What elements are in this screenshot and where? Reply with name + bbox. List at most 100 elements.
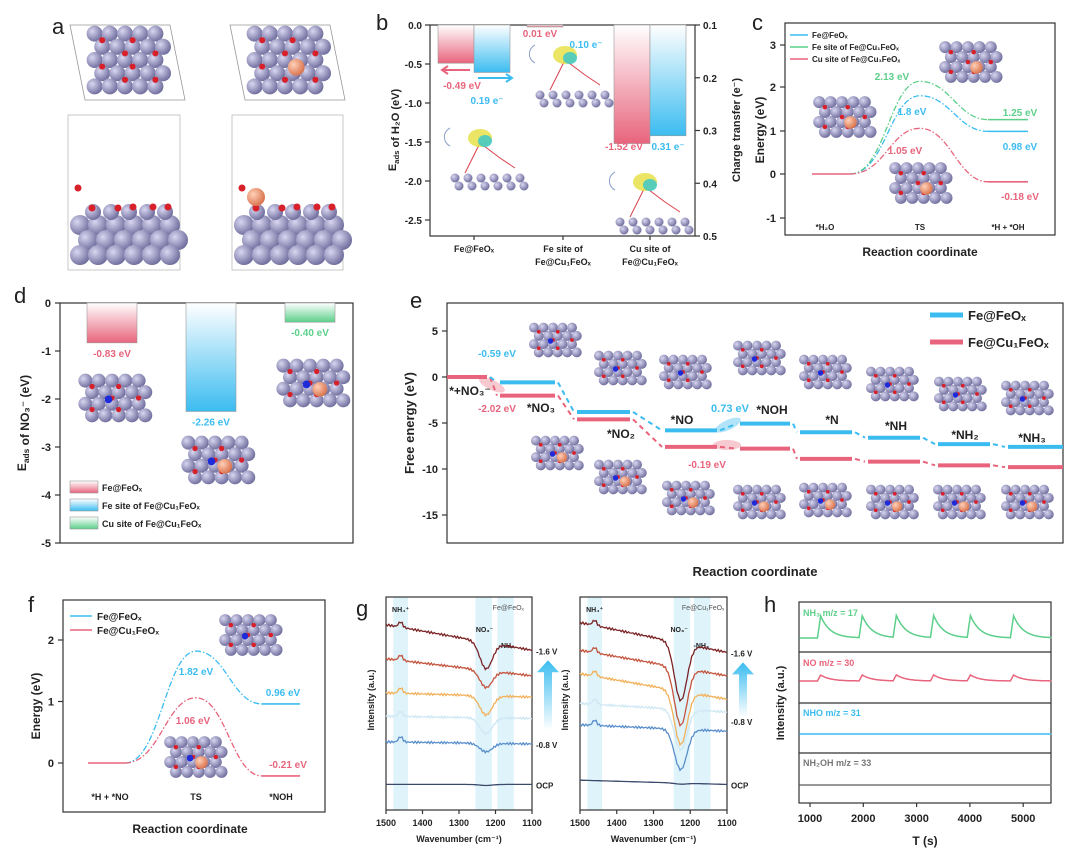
fe-atom (742, 484, 753, 495)
fe-atom (894, 191, 907, 204)
fe-atom (88, 245, 108, 265)
fe-atom (940, 172, 953, 185)
o-atom (988, 59, 994, 65)
fe-atom (934, 393, 944, 404)
fe-atom (697, 371, 707, 382)
fe-atom (775, 348, 786, 359)
fe-atom (837, 354, 847, 365)
fe-atom (109, 65, 126, 82)
o-atom (1008, 491, 1013, 496)
fe-atom (632, 350, 642, 361)
fe-atom (808, 482, 819, 493)
o-atom (948, 69, 954, 75)
fe-atom (1005, 492, 1016, 503)
o-atom (228, 642, 234, 648)
fe-atom (766, 492, 777, 503)
atomic-structure (1001, 380, 1054, 416)
fe-atom (1039, 397, 1049, 408)
fe-atom (939, 60, 952, 73)
fe-atom (822, 507, 833, 518)
n-atom (680, 496, 687, 502)
fe-atom (904, 501, 914, 512)
ir-spectrum-curve (385, 621, 533, 671)
o-atom (948, 49, 954, 55)
ir-spectrum-curve (385, 687, 533, 718)
n-atom (241, 632, 249, 640)
fe-atom (934, 162, 947, 175)
fe-atom (663, 362, 674, 373)
fe-atom (766, 348, 777, 359)
level-connector (792, 448, 798, 460)
y-axis-label: Eads of H₂O (eV) (387, 89, 402, 172)
fe-atom (636, 358, 647, 369)
atomic-structure (529, 322, 582, 358)
fe-atom (864, 106, 877, 119)
o-atom (635, 475, 639, 479)
fe-atom (1029, 397, 1040, 408)
fe-atom (899, 374, 910, 385)
fe-atom (85, 385, 100, 400)
atomic-structure (659, 354, 712, 390)
n-atom (302, 380, 311, 389)
wavenumber-band (393, 597, 408, 810)
fe-atom (598, 358, 609, 369)
fe-atom (971, 501, 981, 512)
cu-atom (891, 501, 903, 512)
transition-highlight (479, 377, 505, 393)
fe-atom (234, 435, 249, 450)
n-atom (207, 457, 216, 466)
fe-atom (967, 384, 978, 395)
charge-density-inset (528, 44, 614, 108)
fe-atom (315, 65, 331, 82)
fe-atom (124, 65, 141, 82)
transition-highlight (715, 417, 741, 433)
fe-atom (990, 51, 1003, 64)
fe-atom (832, 490, 843, 501)
o-atom (845, 104, 850, 110)
cu-atom (217, 458, 233, 474)
fe-atom (214, 470, 229, 485)
fe-atom (975, 492, 986, 503)
energy-profile-path (124, 697, 263, 777)
fe-atom (799, 482, 809, 493)
o-atom (259, 37, 266, 44)
fe-atom (283, 393, 298, 408)
o-atom (873, 373, 878, 378)
fe-atom (261, 78, 278, 95)
fe-atom (827, 354, 838, 365)
fe-atom (799, 354, 809, 365)
n-atom (751, 356, 758, 362)
bond (464, 142, 516, 174)
cu-atom (758, 501, 770, 512)
cu-atom (824, 499, 836, 510)
category-label: *H₂O (816, 223, 835, 232)
fe-atom (234, 245, 254, 265)
o-atom (601, 466, 606, 471)
cu-atom (619, 476, 631, 487)
fe-atom (261, 25, 278, 42)
fe-atom (671, 497, 682, 508)
fe-atom (880, 391, 891, 402)
fe-atom (841, 490, 852, 501)
n-atom (612, 475, 619, 481)
fe-atom (889, 181, 902, 194)
o-atom (688, 487, 693, 492)
fe-atom (632, 476, 642, 487)
fe-atom (984, 41, 997, 54)
fe-atom (822, 379, 833, 390)
fe-atom (552, 347, 563, 358)
fe-atom (131, 396, 146, 411)
fe-atom (259, 624, 272, 637)
o-atom (252, 204, 260, 212)
legend-label: Fe site of Fe@Cu₁FeOₓ (102, 501, 201, 511)
fe-atom (917, 191, 930, 204)
fe-atom (662, 497, 672, 508)
y-tick-label: -2.5 (405, 216, 423, 227)
fe-atom (562, 330, 573, 341)
fe-atom (971, 484, 981, 495)
fe-atom (837, 371, 847, 382)
bar-eads (437, 24, 475, 64)
axis-label-part: of NO₃⁻ (eV) (18, 375, 32, 449)
fe-atom (480, 181, 490, 191)
